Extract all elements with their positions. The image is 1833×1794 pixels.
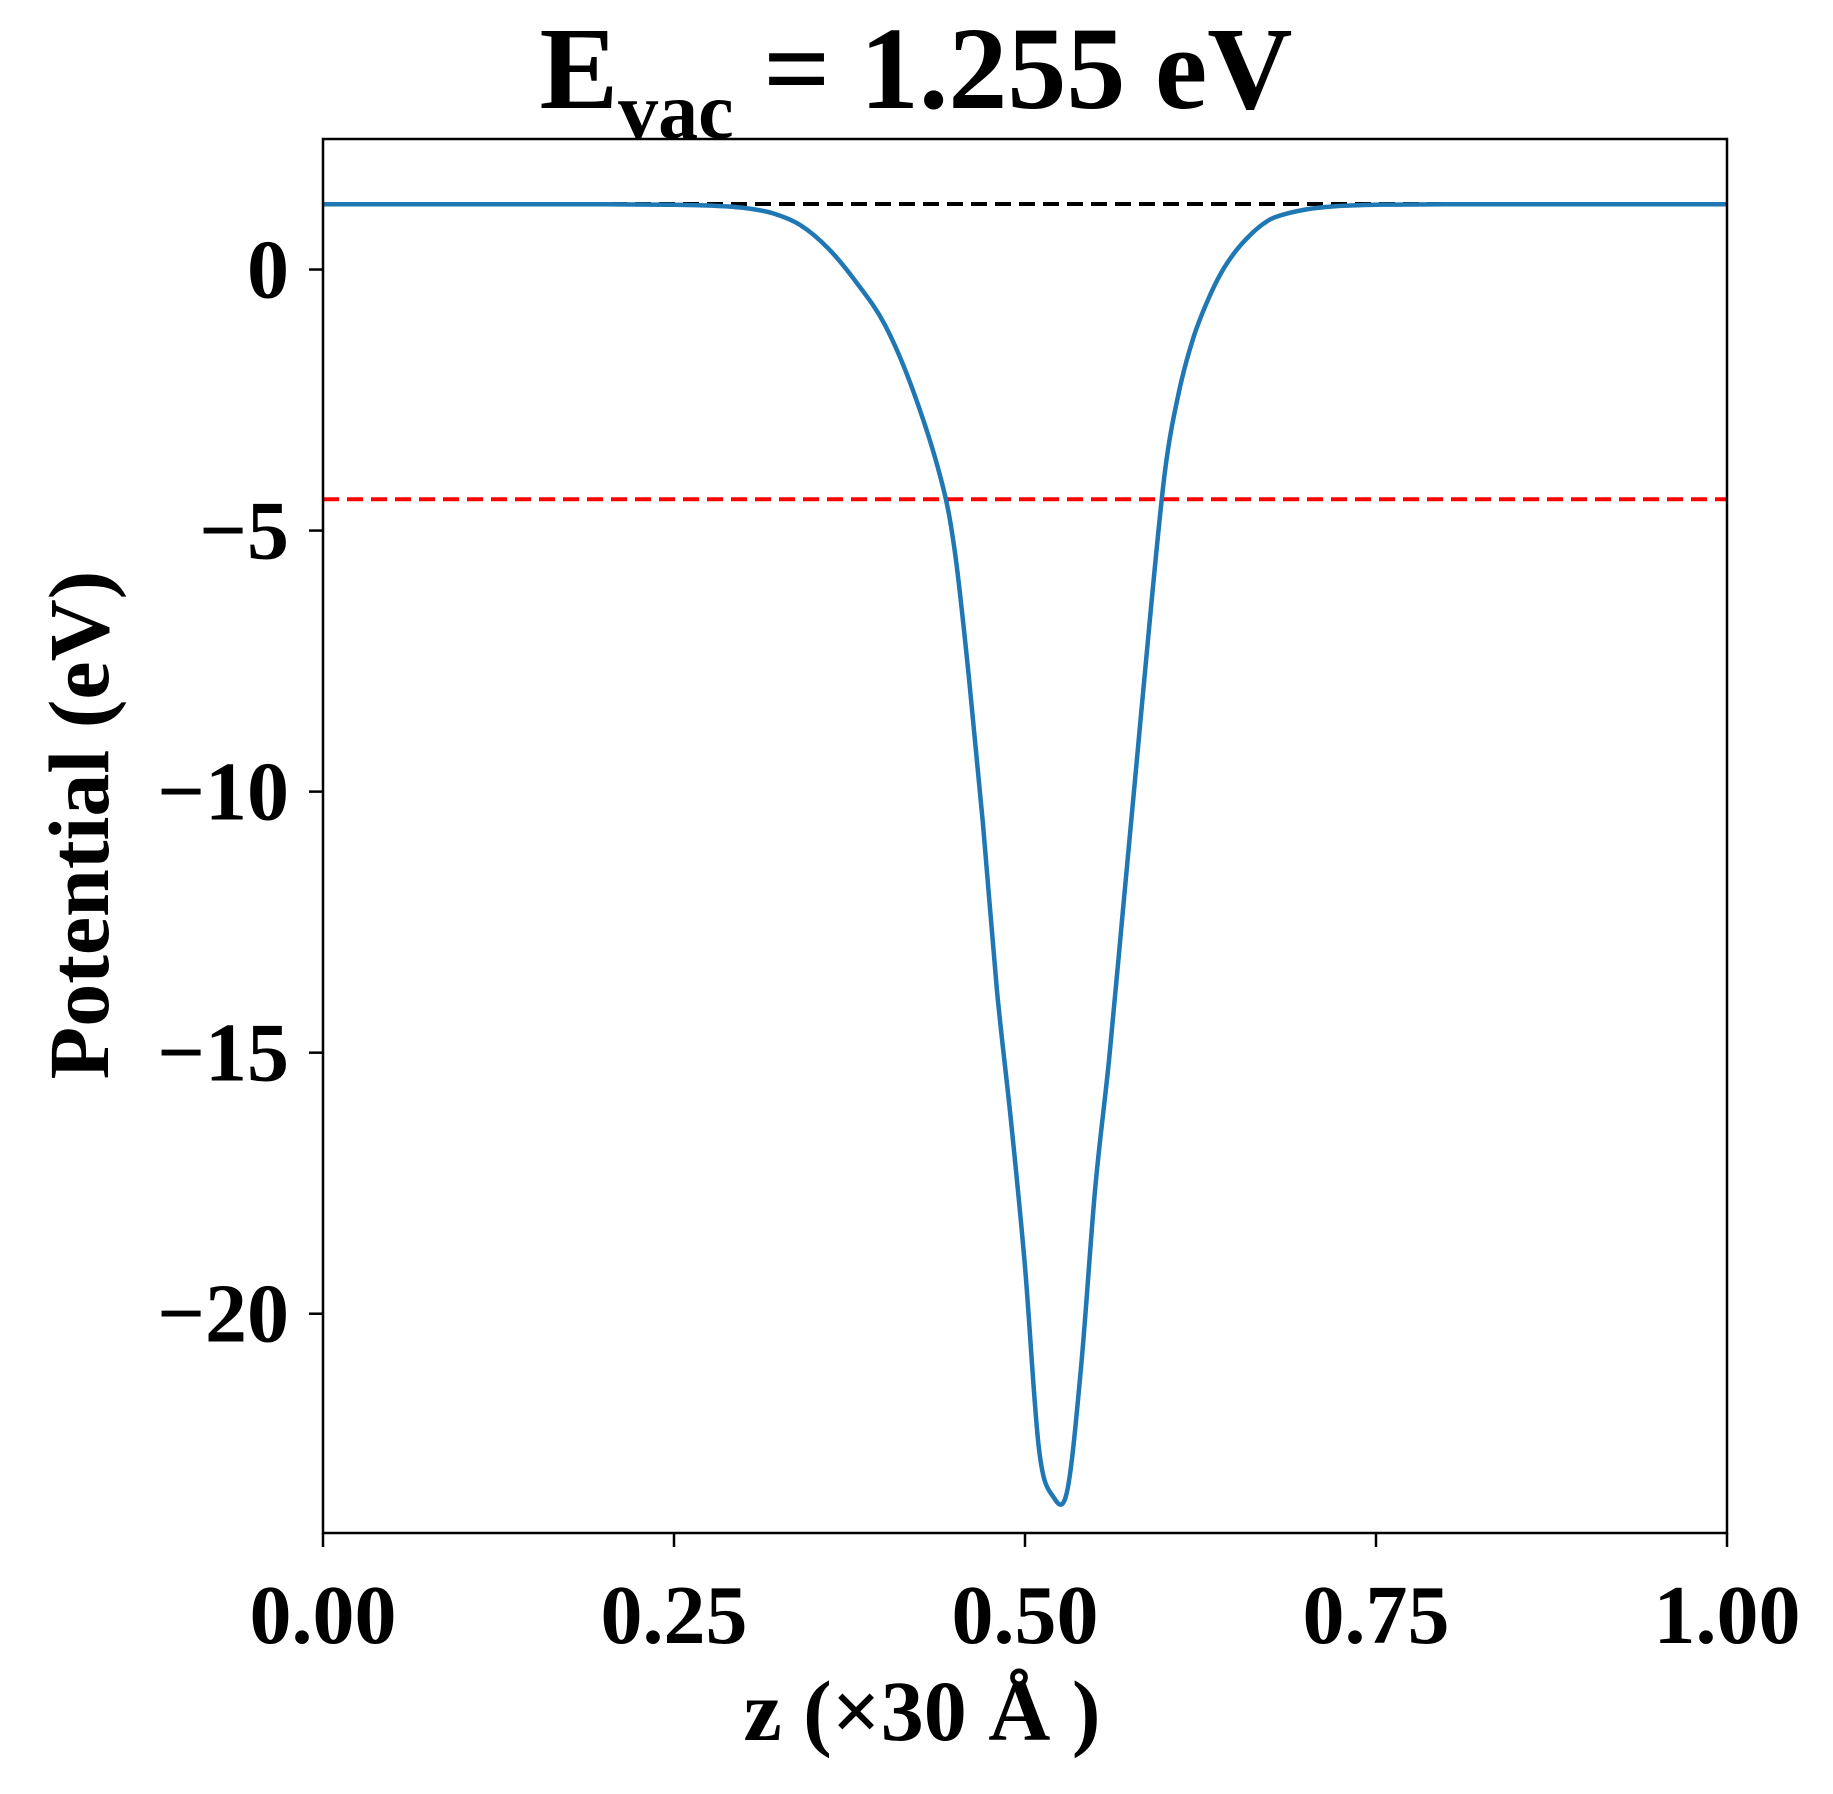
series-line-0: [323, 201, 1727, 1507]
x-tick-label: 1.00: [1654, 1569, 1801, 1662]
x-tick-label: 0.25: [601, 1569, 748, 1662]
chart-title-rest: = 1.255 eV: [734, 3, 1293, 134]
chart-title: Evac = 1.255 eV: [539, 3, 1292, 156]
x-axis-label: z (×30 Å ): [743, 1663, 1100, 1759]
x-axis: 0.00 0.25 0.50 0.75 1.00: [250, 1533, 1801, 1662]
y-tick-label: −20: [157, 1268, 289, 1361]
y-axis: 0 −5 −10 −15 −20: [157, 224, 323, 1361]
reference-lines: [323, 202, 1727, 502]
y-tick-label: −10: [157, 746, 289, 839]
y-tick-label: −15: [157, 1007, 289, 1100]
y-tick-label: −5: [199, 485, 289, 578]
x-tick-label: 0.75: [1303, 1569, 1450, 1662]
data-lines: [323, 201, 1727, 1507]
y-axis-label: Potential (eV): [31, 571, 127, 1080]
chart-title-subscript: vac: [618, 68, 734, 156]
x-tick-label: 0.00: [250, 1569, 397, 1662]
x-tick-label: 0.50: [952, 1569, 1099, 1662]
chart-title-main: E: [539, 3, 618, 134]
plot-frame: [321, 137, 1729, 1535]
y-tick-label: 0: [247, 224, 289, 317]
